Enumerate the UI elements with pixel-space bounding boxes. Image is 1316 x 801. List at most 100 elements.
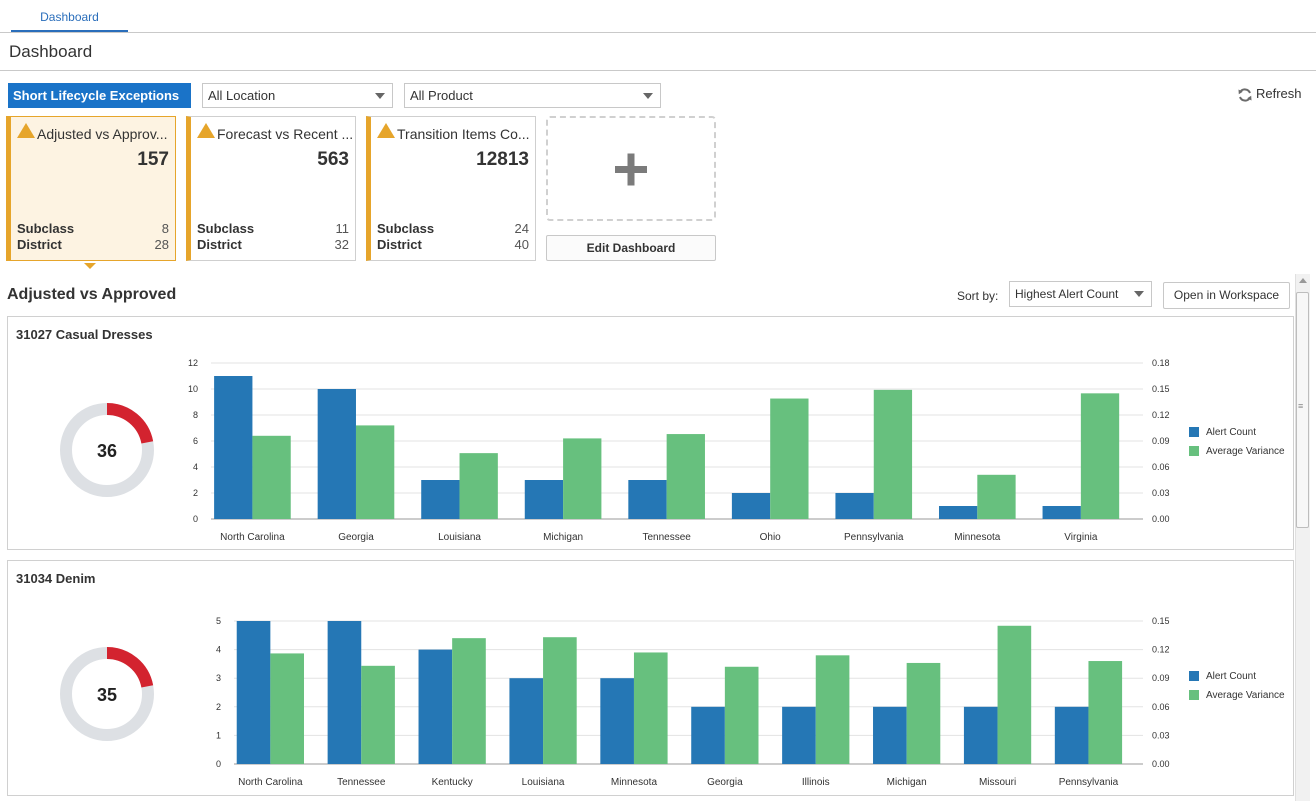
grip-icon: ≡ <box>1298 401 1304 411</box>
open-in-workspace-button[interactable]: Open in Workspace <box>1163 282 1290 309</box>
tile-transition-items[interactable]: Transition Items Co... 12813 Subclass 24… <box>366 116 536 261</box>
bar-alert-count <box>1054 706 1089 764</box>
y-tick-right: 0.03 <box>1152 730 1170 740</box>
refresh-icon <box>1238 88 1252 102</box>
legend-label: Alert Count <box>1206 427 1257 438</box>
y-tick-right: 0.00 <box>1152 759 1170 769</box>
y-tick-left: 2 <box>216 702 221 712</box>
refresh-button[interactable]: Refresh <box>1237 86 1302 103</box>
x-tick-label: Missouri <box>979 777 1016 788</box>
tile-name: Forecast vs Recent ... <box>217 126 354 142</box>
bar-alert-count <box>938 506 978 519</box>
tile-district-value: 32 <box>334 237 349 252</box>
x-tick-label: Louisiana <box>438 532 481 543</box>
bar-average-variance <box>997 625 1032 764</box>
scenario-select[interactable]: Short Lifecycle Exceptions <box>8 83 191 108</box>
donut-value: 35 <box>97 685 117 705</box>
legend-label: Average Variance <box>1206 690 1285 701</box>
bar-average-variance <box>459 453 498 519</box>
tile-adjusted-vs-approved[interactable]: Adjusted vs Approv... 157 Subclass 8 Dis… <box>6 116 176 261</box>
x-tick-label: Minnesota <box>954 532 1001 543</box>
tile-subclass-value: 8 <box>161 221 169 236</box>
y-tick-right: 0.03 <box>1152 488 1170 498</box>
y-tick-right: 0.09 <box>1152 436 1170 446</box>
bar-alert-count <box>691 706 725 764</box>
bar-alert-count <box>418 649 453 764</box>
y-tick-left: 10 <box>188 384 198 394</box>
legend-label: Alert Count <box>1206 671 1257 682</box>
chart-panel-denim[interactable]: 31034 Denim 0 1 2 3 4 5 0.00 0.03 0.06 0.09 0.12 0.… <box>7 560 1294 796</box>
legend-swatch <box>1189 446 1199 457</box>
x-tick-label: North Carolina <box>238 777 303 788</box>
x-tick-label: Michigan <box>887 777 927 788</box>
x-tick-label: Tennessee <box>337 777 386 788</box>
tile-subclass-label: Subclass <box>377 221 435 236</box>
chart-panel-casual-dresses[interactable]: 31027 Casual Dresses 0 2 4 6 8 10 12 0.00 0.03 0.… <box>7 316 1294 550</box>
x-tick-label: Tennessee <box>642 532 691 543</box>
bar-average-variance <box>452 638 486 764</box>
bar-alert-count <box>327 621 362 764</box>
x-tick-label: Ohio <box>760 532 782 543</box>
x-tick-label: Pennsylvania <box>844 532 904 543</box>
x-tick-label: Georgia <box>338 532 374 543</box>
chevron-down-icon <box>1134 291 1144 297</box>
y-tick-right: 0.00 <box>1152 514 1170 524</box>
x-tick-label: Louisiana <box>522 777 565 788</box>
y-tick-left: 5 <box>216 616 221 626</box>
bar-average-variance <box>543 637 577 764</box>
refresh-label: Refresh <box>1256 86 1302 101</box>
section-title: Adjusted vs Approved <box>7 286 177 303</box>
selected-tile-pointer <box>84 263 96 269</box>
tile-forecast-vs-recent[interactable]: Forecast vs Recent ... 563 Subclass 11 D… <box>186 116 356 261</box>
product-select[interactable]: All Product <box>404 83 661 108</box>
tile-count: 12813 <box>476 149 529 170</box>
divider <box>0 70 1316 71</box>
chevron-down-icon <box>375 93 385 99</box>
tile-district-value: 28 <box>154 237 169 252</box>
bar-alert-count <box>421 480 460 519</box>
bar-average-variance <box>563 438 602 519</box>
y-tick-right: 0.09 <box>1152 673 1170 683</box>
bar-average-variance <box>906 662 941 764</box>
bar-alert-count <box>1042 506 1081 519</box>
legend-swatch <box>1189 427 1199 438</box>
y-tick-right: 0.12 <box>1152 645 1170 655</box>
x-tick-label: North Carolina <box>220 532 285 543</box>
plus-icon <box>615 153 647 186</box>
legend-swatch <box>1189 690 1199 701</box>
bar-alert-count <box>600 678 634 764</box>
sort-select[interactable]: Highest Alert Count <box>1009 281 1152 307</box>
bar-average-variance <box>724 666 759 764</box>
bar-alert-count <box>731 493 771 519</box>
x-tick-label: Michigan <box>543 532 583 543</box>
warning-icon <box>197 123 215 138</box>
bar-alert-count <box>963 706 998 764</box>
panel-title: 31034 Denim <box>16 571 96 586</box>
location-select-value: All Location <box>208 88 276 103</box>
location-select[interactable]: All Location <box>202 83 393 108</box>
add-tile-button[interactable] <box>546 116 716 221</box>
scenario-select-value: Short Lifecycle Exceptions <box>13 88 180 103</box>
bar-alert-count <box>236 621 271 764</box>
tile-subclass-value: 24 <box>514 221 529 236</box>
sort-label: Sort by: <box>957 289 999 303</box>
bar-average-variance <box>873 389 913 519</box>
tab-dashboard[interactable]: Dashboard <box>11 0 128 32</box>
product-select-value: All Product <box>410 88 473 103</box>
edit-dashboard-button[interactable]: Edit Dashboard <box>546 235 716 261</box>
x-tick-label: Kentucky <box>432 777 473 788</box>
bar-alert-count <box>317 389 356 519</box>
chevron-down-icon <box>643 93 653 99</box>
tile-district-value: 40 <box>514 237 529 252</box>
bar-average-variance <box>815 655 850 764</box>
combo-bar-chart: 0 1 2 3 4 5 0.00 0.03 0.06 0.09 0.12 0.15 North Caro… <box>60 616 1170 788</box>
panel-title: 31027 Casual Dresses <box>16 327 153 342</box>
scrollbar-thumb[interactable] <box>1296 292 1309 528</box>
bar-alert-count <box>524 480 564 519</box>
tile-count: 157 <box>137 149 169 170</box>
bar-alert-count <box>214 376 253 519</box>
tile-name: Adjusted vs Approv... <box>37 126 168 142</box>
tile-subclass-label: Subclass <box>197 221 255 236</box>
bar-average-variance <box>633 652 668 764</box>
scroll-up-icon[interactable] <box>1299 278 1307 283</box>
